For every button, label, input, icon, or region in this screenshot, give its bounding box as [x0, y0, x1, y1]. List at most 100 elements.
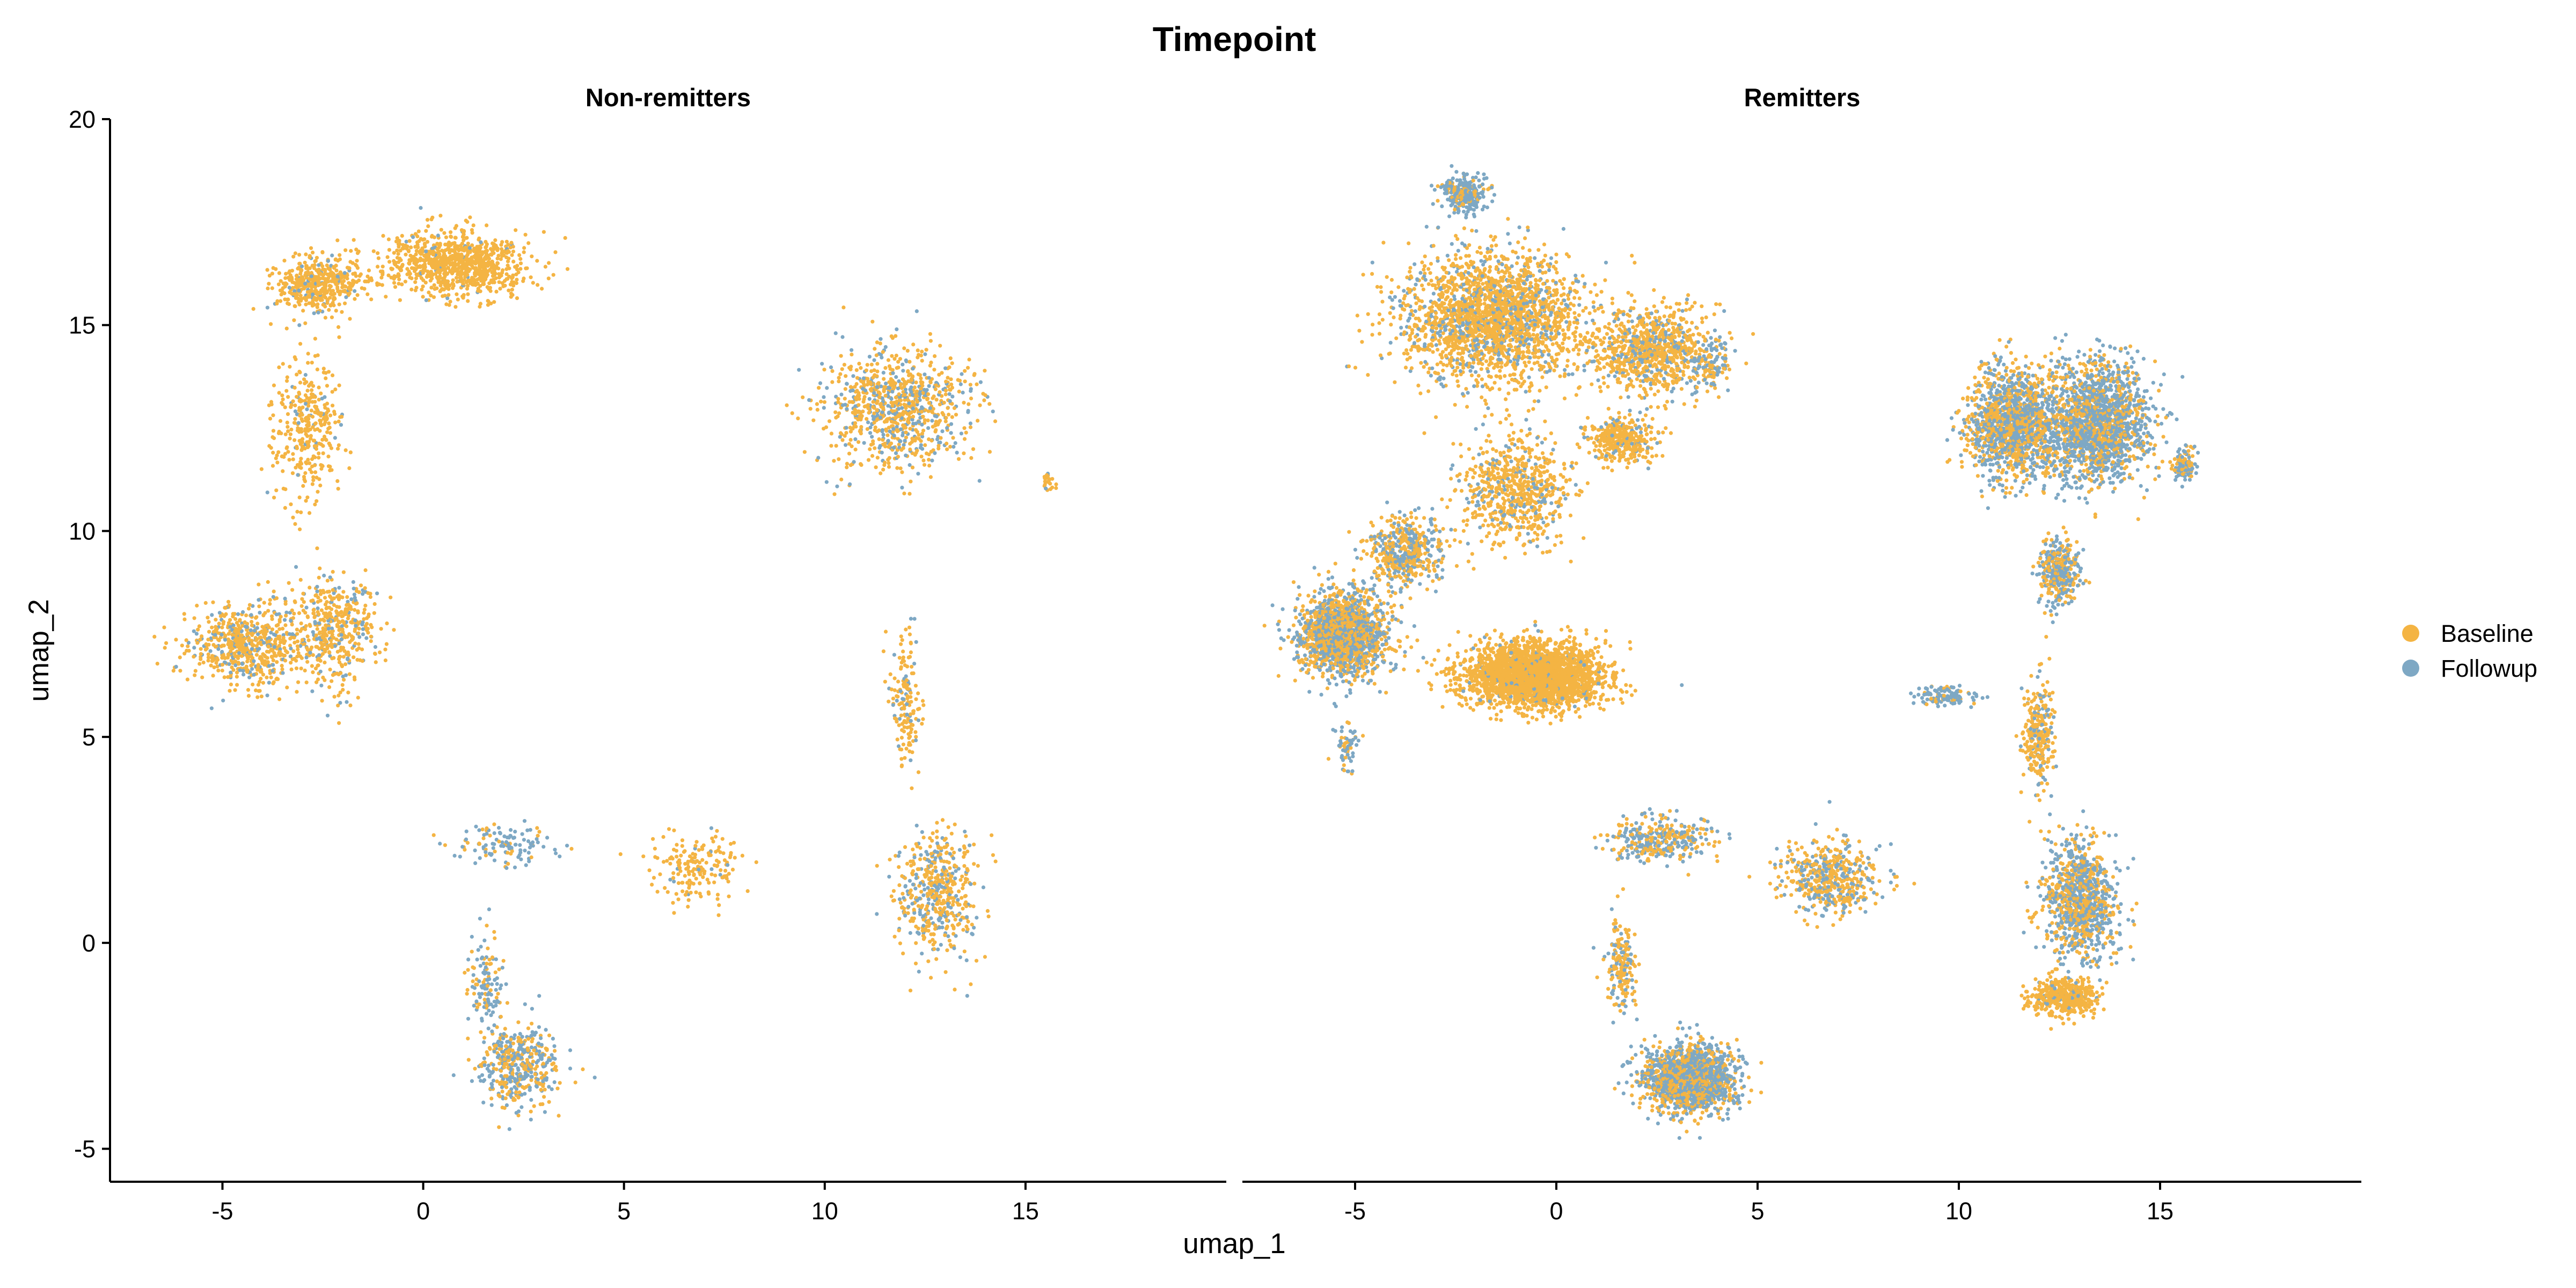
point-baseline: [325, 616, 329, 620]
point-baseline: [526, 1037, 530, 1041]
point-baseline: [493, 238, 497, 242]
point-baseline: [283, 487, 287, 491]
point-baseline: [261, 673, 265, 677]
point-baseline: [310, 288, 313, 292]
point-followup: [919, 853, 923, 857]
point-baseline: [307, 422, 311, 426]
point-followup: [697, 868, 700, 872]
point-baseline: [518, 257, 522, 261]
point-baseline: [519, 261, 523, 265]
point-baseline: [311, 670, 314, 674]
point-followup: [954, 934, 958, 938]
point-baseline: [326, 267, 330, 270]
point-baseline: [425, 275, 429, 279]
point-followup: [887, 439, 890, 443]
point-baseline: [882, 390, 886, 393]
point-baseline: [504, 1044, 508, 1048]
point-baseline: [482, 270, 486, 274]
point-baseline: [969, 426, 972, 429]
point-baseline: [349, 288, 353, 291]
point-baseline: [304, 624, 308, 628]
point-baseline: [340, 276, 343, 280]
point-baseline: [830, 369, 834, 373]
point-baseline: [331, 570, 335, 574]
point-baseline: [932, 947, 936, 951]
point-baseline: [903, 719, 906, 723]
point-baseline: [221, 669, 224, 672]
point-followup: [875, 912, 879, 916]
point-baseline: [332, 303, 335, 307]
point-baseline: [493, 266, 496, 270]
point-baseline: [928, 836, 932, 840]
point-baseline: [407, 262, 411, 266]
point-baseline: [306, 614, 310, 618]
point-followup: [479, 240, 482, 244]
point-baseline: [245, 665, 248, 669]
point-baseline: [950, 890, 954, 894]
point-baseline: [964, 835, 968, 838]
point-baseline: [971, 447, 975, 451]
point-followup: [343, 271, 347, 275]
point-baseline: [280, 393, 284, 397]
point-baseline: [678, 861, 682, 865]
point-baseline: [963, 437, 967, 441]
point-baseline: [272, 590, 276, 594]
point-baseline: [285, 327, 289, 331]
point-followup: [915, 824, 919, 828]
point-baseline: [530, 254, 533, 258]
point-baseline: [914, 428, 918, 432]
point-baseline: [374, 660, 378, 664]
point-baseline: [729, 853, 733, 857]
point-followup: [891, 703, 895, 707]
point-baseline: [854, 396, 858, 400]
point-baseline: [323, 596, 327, 599]
point-baseline: [186, 678, 189, 682]
point-baseline: [847, 442, 851, 446]
point-baseline: [255, 653, 259, 657]
point-baseline: [453, 250, 457, 254]
point-baseline: [489, 1096, 493, 1100]
point-followup: [317, 636, 321, 640]
point-baseline: [291, 457, 295, 461]
point-baseline: [712, 881, 716, 884]
point-baseline: [932, 394, 936, 398]
point-baseline: [314, 268, 318, 272]
point-baseline: [903, 756, 906, 760]
point-followup: [266, 491, 269, 494]
point-baseline: [913, 730, 917, 734]
point-baseline: [899, 399, 903, 402]
point-baseline: [467, 1058, 471, 1062]
point-baseline: [342, 678, 346, 682]
point-baseline: [504, 1050, 508, 1054]
point-baseline: [305, 440, 309, 444]
point-baseline: [922, 836, 926, 839]
point-baseline: [293, 417, 297, 421]
point-baseline: [301, 592, 305, 596]
point-baseline: [364, 568, 368, 572]
point-baseline: [933, 866, 937, 869]
point-baseline: [316, 658, 319, 662]
point-baseline: [424, 229, 428, 233]
point-baseline: [911, 873, 914, 876]
point-baseline: [330, 656, 334, 660]
point-followup: [485, 1012, 488, 1015]
point-baseline: [850, 353, 853, 356]
point-baseline: [962, 426, 966, 430]
point-baseline: [299, 667, 303, 670]
point-baseline: [420, 276, 423, 280]
point-followup: [966, 410, 970, 414]
point-baseline: [953, 406, 956, 410]
point-followup: [509, 1067, 513, 1071]
point-baseline: [466, 292, 470, 296]
point-followup: [834, 331, 838, 335]
point-baseline: [318, 271, 322, 275]
point-baseline: [900, 470, 904, 474]
point-baseline: [355, 602, 358, 605]
point-followup: [909, 719, 913, 723]
point-followup: [250, 667, 254, 671]
point-baseline: [931, 831, 935, 835]
point-baseline: [324, 376, 327, 380]
point-followup: [945, 426, 949, 430]
point-baseline: [857, 391, 860, 395]
point-baseline: [337, 657, 341, 661]
